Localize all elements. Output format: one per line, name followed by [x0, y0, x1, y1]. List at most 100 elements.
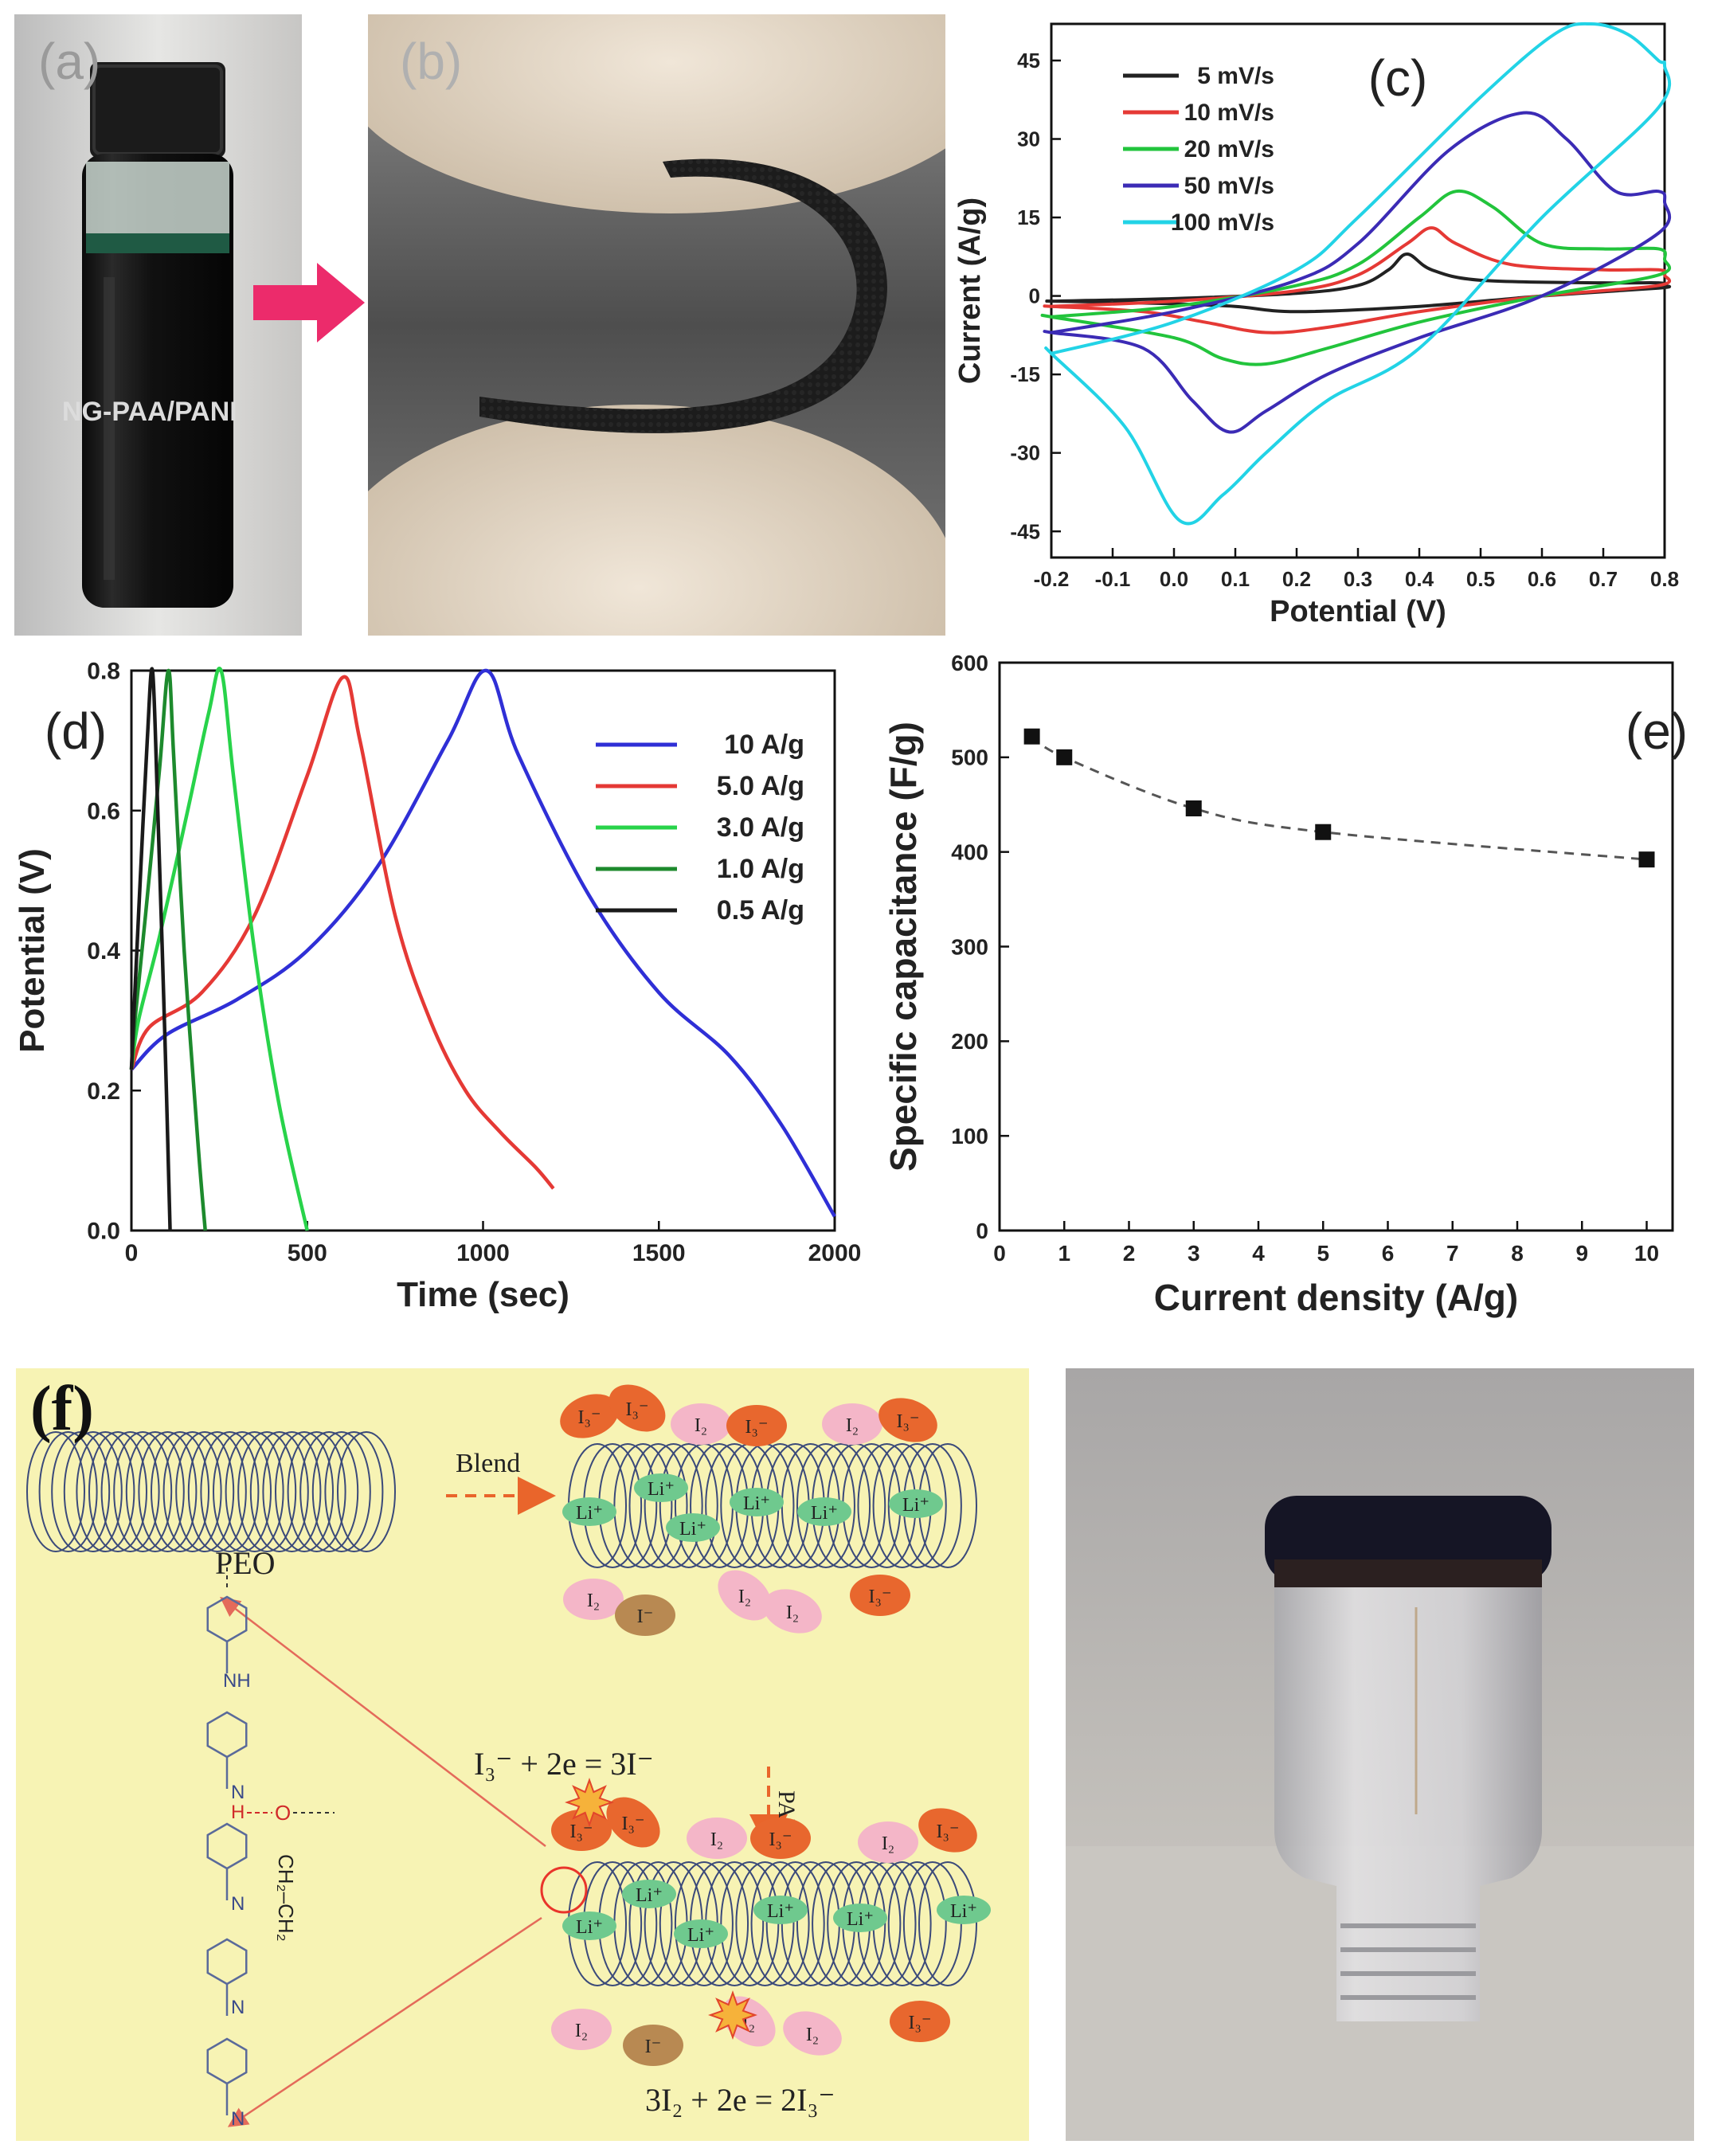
- coil-loop: [674, 1861, 734, 1986]
- benzene-ring: [206, 1822, 248, 1870]
- y-tick-label: 0.4: [87, 938, 120, 965]
- y-tick-label: -15: [1010, 362, 1040, 386]
- legend-label: 10 A/g: [724, 730, 804, 760]
- x-tick-label: 10: [1634, 1241, 1659, 1266]
- film-illustration: [368, 14, 945, 636]
- x-tick-label: 0.6: [1528, 567, 1556, 591]
- x-tick-label: 5: [1317, 1241, 1329, 1266]
- x-tick-label: 1500: [632, 1240, 686, 1266]
- y-tick-label: 0: [1029, 284, 1040, 308]
- ion-label: I₃⁻: [745, 1417, 768, 1438]
- coil-loop: [644, 1443, 703, 1568]
- ion-im: [623, 2025, 683, 2066]
- coil-loop: [162, 1431, 222, 1552]
- y-tick-label: 100: [951, 1124, 988, 1148]
- y-axis-label: Potential (V): [13, 848, 52, 1053]
- coil-loop: [887, 1443, 947, 1568]
- coil-loop: [299, 1431, 359, 1552]
- burst-icon: [708, 1990, 757, 2040]
- y-tick-label: 45: [1017, 49, 1040, 72]
- vial-illustration: [14, 14, 302, 636]
- coil-loop: [200, 1431, 260, 1552]
- n-label-2: N: [231, 1893, 245, 1915]
- ion-label: Li⁺: [687, 1925, 714, 1946]
- coil-loop: [337, 1431, 396, 1552]
- ion-label: I⁻: [637, 1606, 654, 1627]
- x-tick-label: 0.7: [1589, 567, 1618, 591]
- x-tick-label: 0.3: [1344, 567, 1372, 591]
- coil-loop: [125, 1431, 185, 1552]
- coil-loop: [88, 1431, 147, 1552]
- y-tick-label: 0.6: [87, 798, 120, 824]
- x-tick-label: 2000: [808, 1240, 862, 1266]
- panel-label-a: (a): [38, 33, 101, 90]
- coil-loop: [275, 1431, 334, 1552]
- coil-loop: [113, 1431, 173, 1552]
- coil-loop: [735, 1861, 795, 1986]
- coil-loop: [76, 1431, 135, 1552]
- data-point-0: [1023, 728, 1040, 745]
- ion-li: [674, 1919, 728, 1948]
- panel-label-f: (f): [30, 1374, 94, 1444]
- coil-loop: [311, 1431, 371, 1552]
- capacitance-connector: [1031, 735, 1647, 861]
- ion-label: Li⁺: [576, 1917, 603, 1938]
- x-tick-label: 0.4: [1405, 567, 1434, 591]
- x-tick-label: 1000: [456, 1240, 510, 1266]
- ion-li: [833, 1904, 887, 1932]
- x-tick-label: -0.1: [1095, 567, 1131, 591]
- coil-loop: [324, 1431, 384, 1552]
- gcd-curve-4: [129, 667, 172, 1231]
- ion-i2: [822, 1403, 882, 1445]
- coil-loop: [918, 1861, 977, 1986]
- label-peo: PEO: [215, 1545, 276, 1581]
- y-tick-label: 300: [951, 934, 988, 959]
- ion-i2: [687, 1818, 747, 1859]
- cv-curve-2: [1040, 189, 1672, 366]
- gcd-curve-2: [129, 667, 309, 1231]
- panel-label: (e): [1626, 702, 1688, 760]
- inverted-vial-illustration: [1066, 1368, 1694, 2141]
- y-tick-label: 0.0: [87, 1219, 120, 1245]
- ion-i2: [858, 1821, 918, 1863]
- ion-label: Li⁺: [950, 1901, 977, 1922]
- coil-loop: [750, 1861, 810, 1986]
- ion-li: [797, 1497, 851, 1526]
- ion-label: I⁻: [645, 2037, 662, 2057]
- ion-label: I₂: [738, 1587, 751, 1607]
- y-tick-label: 500: [951, 745, 988, 770]
- x-tick-label: 2: [1123, 1241, 1136, 1266]
- photo-vial: (a) NG-PAA/PANI: [14, 14, 302, 636]
- coil-loop: [262, 1431, 322, 1552]
- benzene-ring: [206, 1938, 248, 1986]
- benzene-ring: [206, 1711, 248, 1759]
- coil-loop: [175, 1431, 235, 1552]
- y-tick-label: 600: [951, 651, 988, 675]
- ion-label: I₃⁻: [908, 2013, 931, 2033]
- h-label: H: [231, 1802, 245, 1823]
- ion-label: I₂: [882, 1833, 894, 1854]
- y-tick-label: 200: [951, 1029, 988, 1054]
- coil-loop: [249, 1431, 309, 1552]
- ion-label: I₃⁻: [625, 1399, 648, 1420]
- nh-label: NH: [223, 1670, 251, 1692]
- x-tick-label: 500: [288, 1240, 327, 1266]
- data-point-3: [1315, 824, 1332, 840]
- coil-loop: [765, 1861, 825, 1986]
- panel-label: (d): [45, 702, 107, 760]
- x-tick-label: 0.8: [1650, 567, 1679, 591]
- coil-loop: [902, 1861, 962, 1986]
- coil-loop: [138, 1431, 198, 1552]
- coil-loop: [26, 1431, 85, 1552]
- x-tick-label: 0: [993, 1241, 1006, 1266]
- coil-loop: [38, 1431, 98, 1552]
- ion-label: Li⁺: [847, 1909, 874, 1930]
- legend-label: 5 mV/s: [1197, 63, 1274, 89]
- ion-li: [562, 1497, 616, 1526]
- data-point-2: [1185, 800, 1202, 817]
- legend-label: 10 mV/s: [1184, 100, 1274, 126]
- y-tick-label: 0.8: [87, 659, 120, 685]
- ion-li: [889, 1489, 943, 1518]
